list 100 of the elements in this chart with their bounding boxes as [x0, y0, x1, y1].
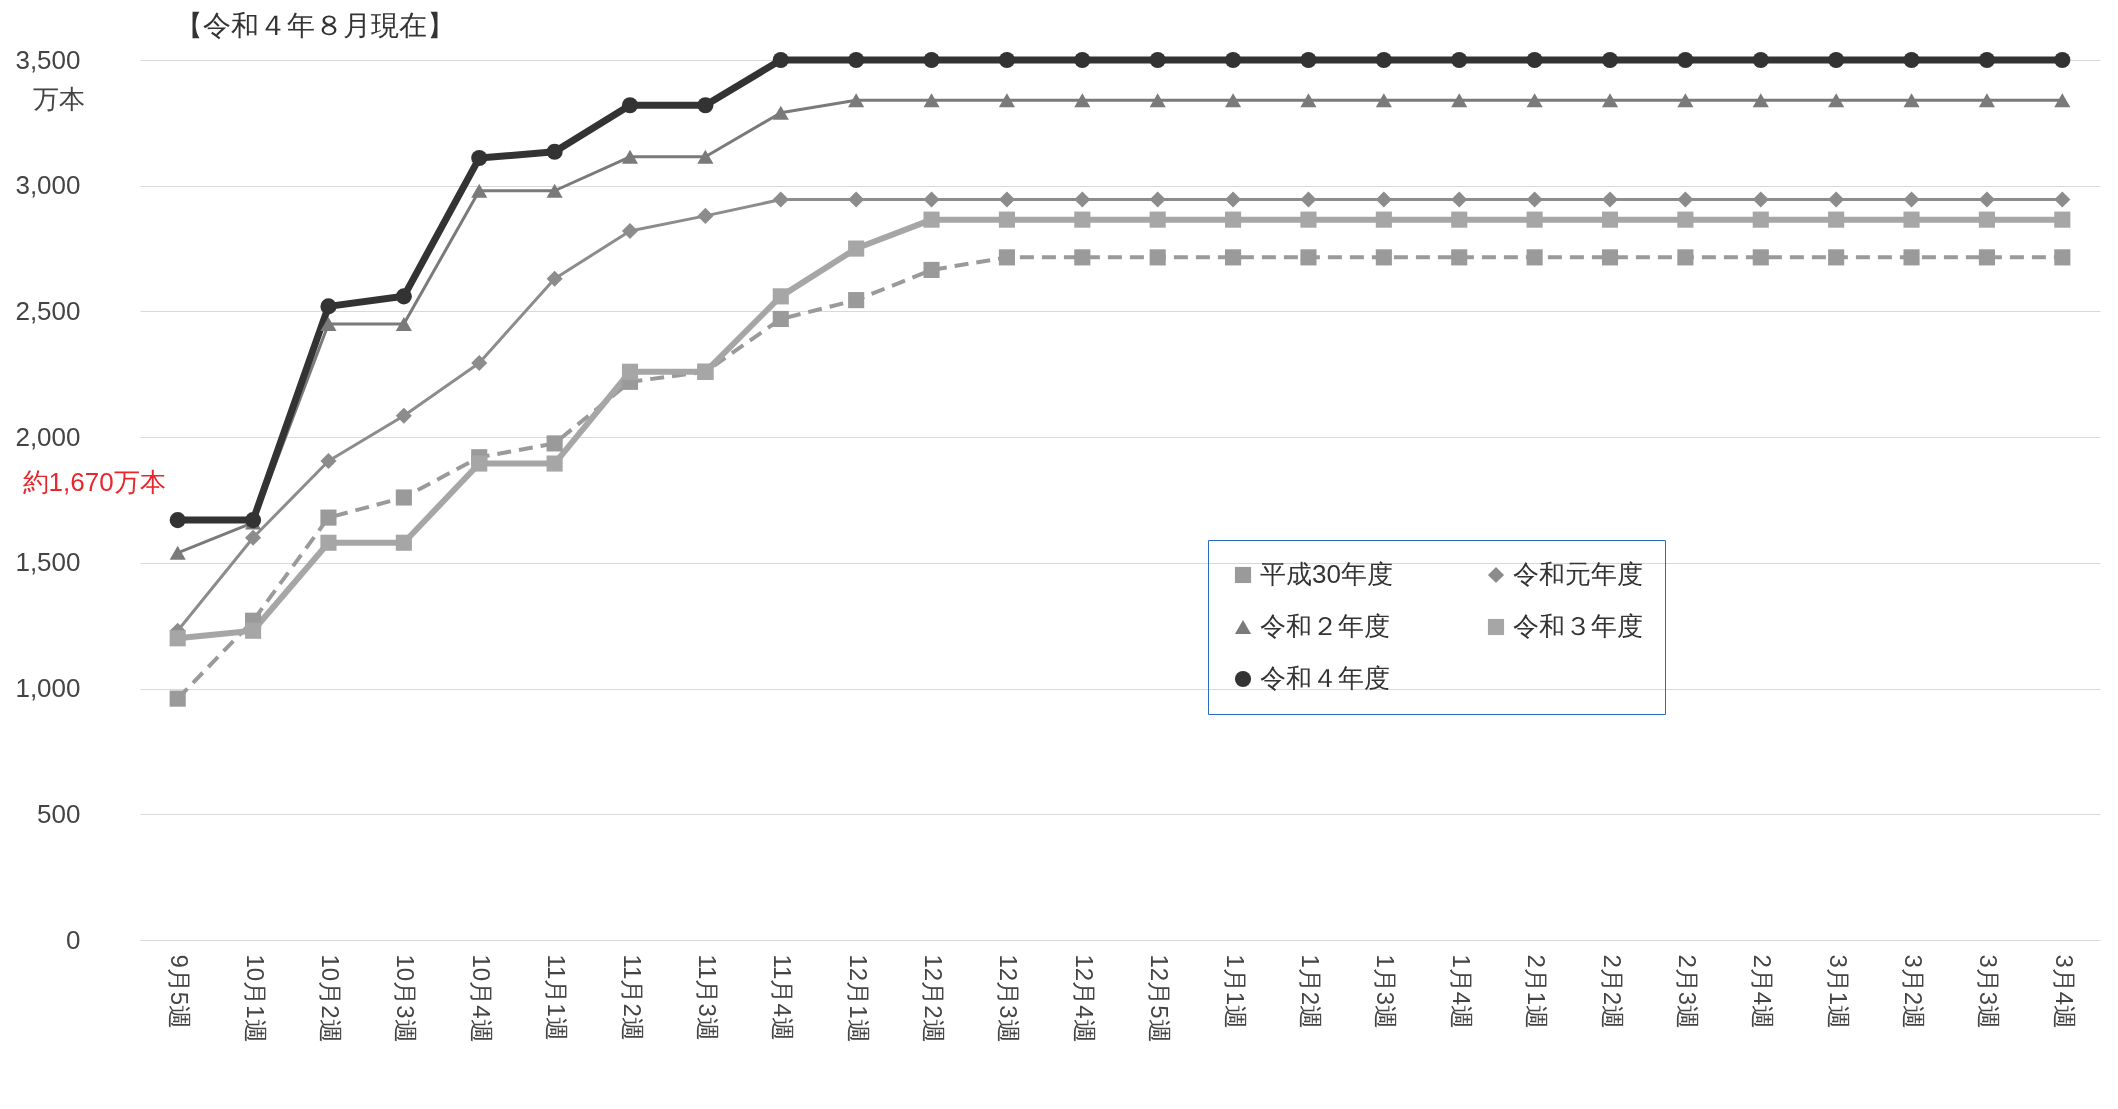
point	[1752, 191, 1769, 208]
x-tick-label: 9月5週	[166, 954, 194, 1030]
point	[1074, 249, 1091, 266]
point	[395, 489, 412, 506]
point	[320, 534, 337, 551]
point	[546, 183, 563, 198]
y-tick-label: 1,500	[15, 547, 81, 578]
point	[1074, 211, 1091, 228]
point	[1300, 211, 1317, 228]
legend-label: 令和４年度	[1260, 663, 1390, 693]
point	[1601, 191, 1619, 208]
point	[2054, 93, 2071, 108]
point	[1677, 249, 1694, 266]
x-tick-label: 2月1週	[1523, 954, 1551, 1030]
x-tick-label: 3月2週	[1900, 954, 1928, 1030]
point	[1149, 249, 1166, 266]
point	[1752, 51, 1769, 69]
point	[1601, 211, 1619, 228]
x-tick-label: 1月4週	[1447, 954, 1475, 1030]
point	[1375, 51, 1392, 69]
x-tick-label: 3月4週	[2050, 954, 2078, 1030]
point	[1149, 211, 1166, 228]
y-tick-label: 0	[66, 924, 81, 955]
point	[546, 435, 563, 452]
point	[1074, 93, 1091, 108]
chart-title: 【令和４年８月現在】	[174, 10, 455, 41]
point	[1225, 51, 1242, 69]
point	[848, 93, 865, 108]
point	[1677, 191, 1694, 208]
legend-label: 平成30年度	[1260, 559, 1393, 589]
point	[1375, 191, 1392, 208]
point	[923, 191, 940, 208]
point	[772, 105, 789, 120]
y-tick-label: 2,000	[15, 421, 81, 452]
point	[1828, 51, 1845, 69]
point	[1526, 191, 1543, 208]
y-tick-label: 500	[37, 798, 81, 829]
point	[471, 150, 488, 167]
point	[395, 407, 412, 424]
point	[1978, 191, 1995, 208]
point	[1375, 211, 1392, 228]
point	[2054, 211, 2071, 228]
point	[1601, 51, 1619, 69]
point	[621, 149, 639, 164]
x-tick-label: 11月3週	[693, 954, 721, 1041]
point	[1526, 93, 1543, 108]
point	[1903, 249, 1920, 266]
point	[1300, 249, 1317, 266]
point	[395, 288, 412, 305]
point	[245, 529, 262, 546]
point	[772, 310, 789, 328]
x-tick-label: 10月4週	[467, 954, 495, 1043]
point	[1752, 249, 1769, 266]
point	[1300, 191, 1317, 208]
point	[2054, 249, 2071, 266]
x-tick-label: 12月1週	[844, 954, 872, 1043]
point	[169, 545, 186, 560]
point	[1074, 191, 1091, 208]
point	[1752, 93, 1769, 108]
point	[1601, 93, 1619, 108]
point	[848, 51, 865, 69]
point	[1978, 93, 1995, 108]
point	[1451, 93, 1468, 108]
point	[621, 222, 639, 240]
point	[1677, 51, 1694, 69]
point	[1828, 93, 1845, 108]
point	[697, 97, 714, 114]
x-tick-label: 2月2週	[1598, 954, 1626, 1030]
point	[1526, 211, 1543, 228]
point	[471, 354, 488, 372]
point	[1225, 191, 1242, 208]
x-tick-label: 10月2週	[316, 954, 344, 1043]
point	[998, 93, 1015, 108]
point	[1149, 191, 1166, 208]
x-tick-label: 10月3週	[392, 954, 420, 1043]
point	[1978, 211, 1995, 228]
point	[848, 240, 865, 257]
x-tick-label: 12月4週	[1070, 954, 1098, 1043]
point	[320, 509, 337, 526]
point	[1601, 249, 1619, 266]
y-tick-label: 1,000	[15, 673, 81, 704]
point	[1225, 93, 1242, 108]
point	[923, 211, 940, 228]
point	[169, 690, 186, 707]
point	[1451, 211, 1468, 228]
point	[1677, 211, 1694, 228]
x-tick-label: 3月1週	[1824, 954, 1852, 1030]
point	[1074, 51, 1091, 69]
point	[1375, 93, 1392, 108]
point	[1903, 51, 1920, 69]
y-tick-label: 3,500	[15, 44, 81, 75]
point	[998, 249, 1015, 266]
point	[621, 97, 639, 114]
x-tick-label: 1月2週	[1296, 954, 1324, 1030]
point	[320, 298, 337, 315]
x-tick-label: 11月4週	[769, 954, 797, 1041]
point	[772, 191, 789, 208]
point	[1375, 249, 1392, 266]
point	[1752, 211, 1769, 228]
x-tick-label: 12月5週	[1146, 954, 1174, 1043]
